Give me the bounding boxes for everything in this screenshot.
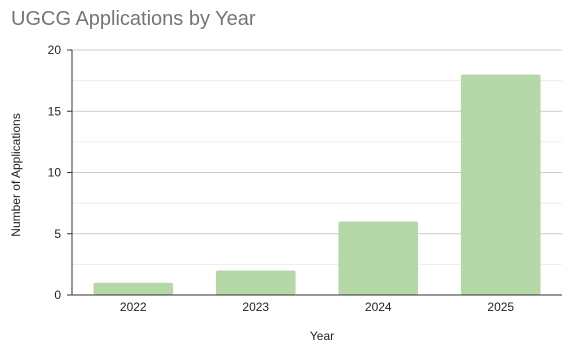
- bar-2022: [93, 282, 174, 295]
- x-tick-label: 2025: [487, 300, 514, 314]
- axes-layer: [67, 49, 562, 296]
- chart-title: UGCG Applications by Year: [11, 8, 256, 30]
- y-tick-label: 20: [48, 43, 62, 57]
- x-axis-title: Year: [310, 329, 334, 341]
- y-tick-label: 5: [54, 227, 61, 241]
- x-tick-label: 2024: [365, 300, 392, 314]
- bar-2025: [460, 74, 541, 295]
- y-tick-label: 0: [54, 288, 61, 302]
- y-tick-label: 10: [48, 166, 62, 180]
- bar-2023: [215, 270, 296, 295]
- bar-2024: [338, 221, 419, 295]
- y-axis-title: Number of Applications: [9, 113, 23, 236]
- y-tick-label: 15: [48, 104, 62, 118]
- x-tick-label: 2023: [242, 300, 269, 314]
- labels-layer: 0 5 10 15 20 2022 2023 2024 2025: [48, 43, 515, 314]
- bars-layer: [93, 74, 541, 295]
- x-tick-label: 2022: [120, 300, 147, 314]
